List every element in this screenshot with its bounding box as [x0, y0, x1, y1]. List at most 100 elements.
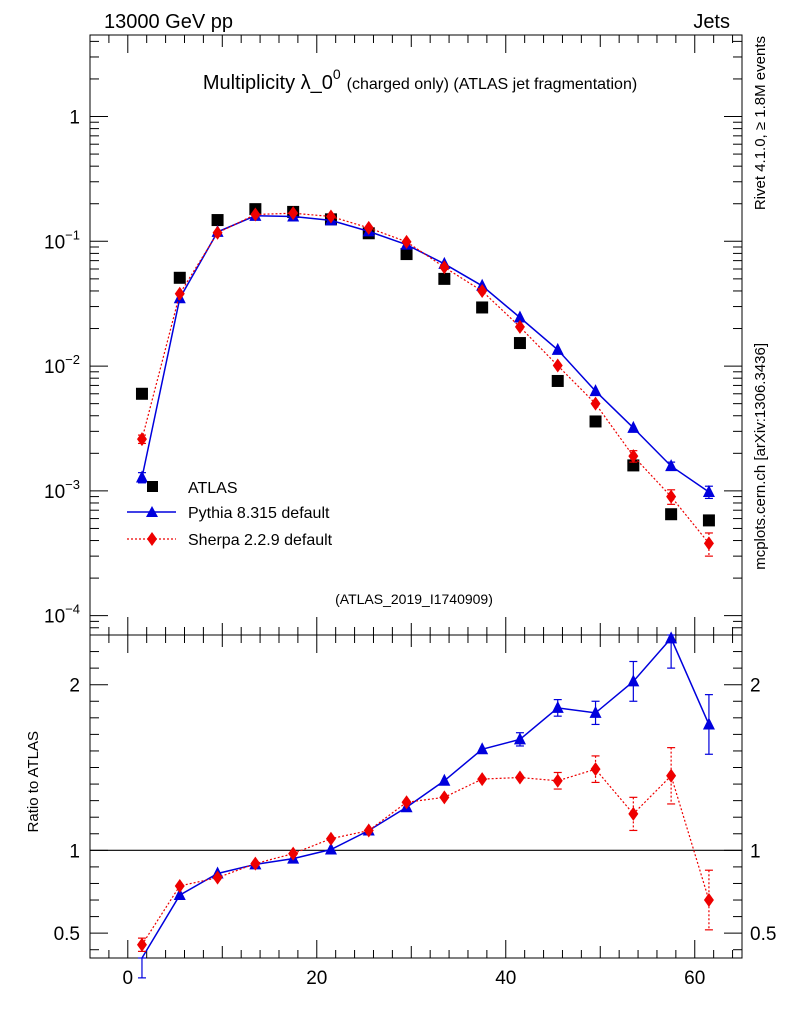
- legend-sherpa-label: Sherpa 2.2.9 default: [188, 532, 333, 549]
- sherpa-line: [141, 212, 710, 544]
- sherpa-point: [212, 225, 223, 240]
- ratio-sherpa-point: [288, 846, 299, 861]
- ratio-y-tick-label-right: 2: [750, 676, 761, 697]
- sherpa-point: [590, 396, 601, 411]
- sherpa-point: [401, 234, 412, 249]
- ratio-pythia-line: [141, 636, 710, 959]
- sherpa-point: [174, 286, 185, 301]
- legend-pythia-label: Pythia 8.315 default: [188, 505, 330, 522]
- sherpa-point: [250, 207, 261, 222]
- sherpa-point: [666, 489, 677, 504]
- sherpa-point: [136, 432, 147, 447]
- pythia-point: [513, 310, 526, 323]
- ratio-sherpa-point: [439, 790, 450, 805]
- legend-sherpa-marker: [147, 532, 157, 546]
- sherpa-point: [288, 206, 299, 221]
- ratio-sherpa-point: [477, 772, 488, 787]
- atlas-point: [702, 514, 715, 527]
- ratio-sherpa-point: [666, 768, 677, 783]
- ratio-x-axis: 0 20 40 60: [89, 635, 734, 989]
- sherpa-point: [477, 283, 488, 298]
- atlas-point: [400, 248, 413, 261]
- atlas-point: [589, 415, 602, 428]
- ratio-sherpa-point: [514, 770, 525, 785]
- ratio-y-tick-label-right: 0.5: [750, 924, 776, 945]
- ratio-pythia-point: [173, 888, 186, 901]
- rivet-version-label: Rivet 4.1.0, ≥ 1.8M events: [752, 36, 769, 210]
- ratio-pythia-point: [589, 705, 602, 718]
- process-label: Jets: [693, 11, 730, 33]
- pythia-point: [627, 420, 640, 433]
- ratio-sherpa-point: [703, 893, 714, 908]
- atlas-point: [173, 271, 186, 284]
- sherpa-point: [514, 319, 525, 334]
- ratio-sherpa-point: [174, 878, 185, 893]
- ratio-sherpa-point: [552, 773, 563, 788]
- ratio-pythia-point: [513, 732, 526, 745]
- main-y-tick-label: 10−4: [44, 602, 80, 628]
- sherpa-point: [552, 358, 563, 373]
- legend-atlas-marker: [147, 481, 158, 492]
- ratio-y-tick-label-right: 1: [750, 841, 761, 862]
- sherpa-point: [703, 536, 714, 551]
- sherpa-point: [628, 449, 639, 464]
- main-y-tick-label: 10−3: [44, 477, 80, 503]
- ratio-frame: [89, 634, 743, 959]
- ratio-pythia-point: [476, 742, 489, 755]
- title-suffix: (charged only) (ATLAS jet fragmentation): [347, 76, 638, 93]
- ratio-pythia-point: [438, 773, 451, 786]
- atlas-point: [513, 337, 526, 350]
- ratio-sherpa-point: [590, 762, 601, 777]
- x-tick-label: 20: [306, 968, 327, 989]
- main-y-axis: 10−4 10−3 10−2 10−1 1: [44, 40, 742, 636]
- ratio-panel: 0.5 0.5 1 1 2 2 0 20 40 60 Ratio to ATLAS: [25, 631, 776, 989]
- ratio-sherpa-point: [628, 806, 639, 821]
- mcplots-label: mcplots.cern.ch [arXiv:1306.3436]: [752, 343, 769, 570]
- x-tick-label: 60: [684, 968, 705, 989]
- pythia-line: [141, 215, 710, 493]
- ratio-sherpa-point: [136, 937, 147, 952]
- main-panel: 10−4 10−3 10−2 10−1 1 Multiplicity λ_00 (char…: [44, 34, 743, 636]
- pythia-point: [702, 484, 715, 497]
- main-y-tick-label: 1: [69, 108, 80, 129]
- ratio-pythia-point: [551, 700, 564, 713]
- pythia-point: [551, 342, 564, 355]
- main-series: [135, 203, 715, 557]
- ratio-y-tick-label: 1: [69, 841, 80, 862]
- pythia-point: [589, 384, 602, 397]
- atlas-point: [476, 301, 489, 314]
- ratio-sherpa-point: [250, 856, 261, 871]
- pythia-point: [665, 459, 678, 472]
- main-y-tick-label: 10−1: [44, 227, 80, 253]
- ratio-sherpa-point: [212, 870, 223, 885]
- title-main-text: Multiplicity λ_0: [203, 72, 333, 94]
- legend: ATLAS Pythia 8.315 default Sherpa 2.2.9 …: [127, 480, 333, 549]
- title-superscript: 0: [333, 66, 341, 82]
- ratio-y-tick-label: 0.5: [54, 924, 80, 945]
- x-tick-label: 40: [495, 968, 516, 989]
- atlas-point: [211, 214, 224, 227]
- analysis-label: (ATLAS_2019_I1740909): [335, 591, 493, 607]
- main-title: Multiplicity λ_00 (charged only) (ATLAS j…: [203, 66, 637, 94]
- ratio-pythia-point: [627, 674, 640, 687]
- ratio-ylabel: Ratio to ATLAS: [25, 731, 42, 832]
- atlas-point: [665, 508, 678, 521]
- legend-atlas-label: ATLAS: [188, 480, 238, 497]
- ratio-pythia-point: [324, 842, 337, 855]
- ratio-sherpa-line: [141, 768, 710, 946]
- x-tick-label: 0: [123, 968, 134, 989]
- sherpa-point: [439, 260, 450, 275]
- ratio-series: [136, 631, 715, 979]
- main-y-tick-label: 10−2: [44, 352, 80, 378]
- atlas-point: [551, 374, 564, 387]
- ratio-pythia-point: [702, 717, 715, 730]
- pythia-point: [135, 470, 148, 483]
- sherpa-point: [363, 220, 374, 235]
- atlas-point: [135, 387, 148, 400]
- ratio-sherpa-point: [363, 823, 374, 838]
- ratio-pythia-point: [665, 631, 678, 644]
- sherpa-point: [325, 209, 336, 224]
- main-x-axis: [89, 35, 734, 635]
- legend-pythia-marker: [146, 506, 158, 517]
